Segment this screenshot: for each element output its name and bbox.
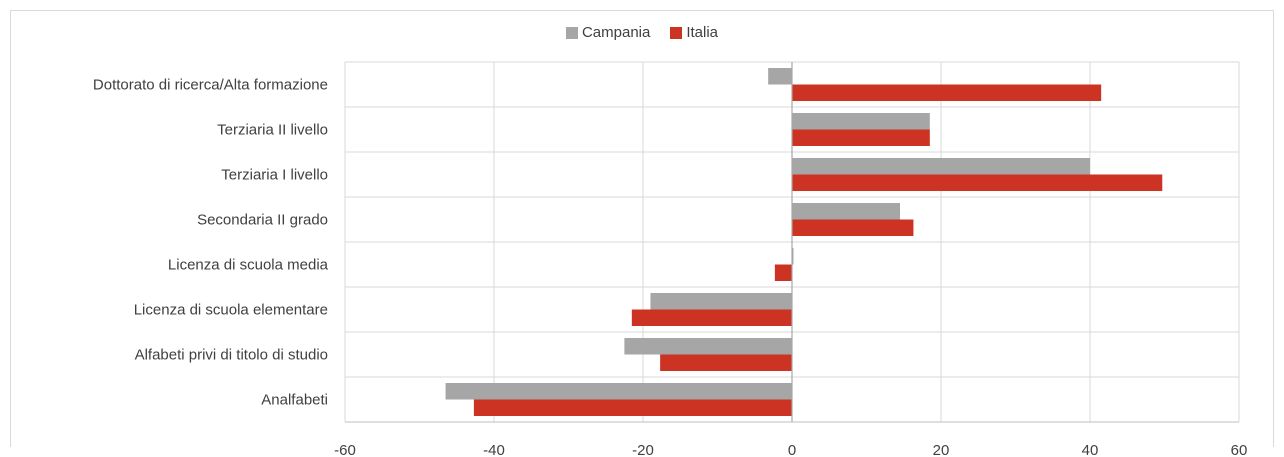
x-tick-label: 0: [788, 442, 796, 457]
bar-italia: [792, 129, 930, 146]
chart-legend: Campania Italia: [0, 24, 1284, 41]
bar-campania: [768, 68, 792, 85]
x-tick-label: 20: [933, 442, 950, 457]
legend-label-campania: Campania: [581, 24, 651, 41]
x-tick-label: -40: [483, 442, 505, 457]
bar-italia: [792, 84, 1102, 101]
chart-frame: [10, 10, 1274, 447]
category-label: Alfabeti privi di titolo di studio: [135, 347, 328, 364]
bar-italia: [774, 264, 792, 281]
legend-item-campania: Campania: [565, 24, 651, 41]
category-label: Analfabeti: [261, 392, 328, 409]
category-label: Secondaria II grado: [197, 212, 328, 229]
bar-italia: [660, 354, 792, 371]
legend-swatch-italia: [670, 26, 683, 39]
category-label: Terziaria II livello: [217, 122, 328, 139]
legend-item-italia: Italia: [670, 24, 718, 41]
x-tick-label: 60: [1231, 442, 1248, 457]
bar-italia: [473, 399, 792, 416]
category-label: Licenza di scuola media: [168, 257, 329, 274]
category-label: Licenza di scuola elementare: [134, 302, 328, 319]
bar-campania: [445, 383, 792, 400]
bar-campania: [792, 248, 794, 265]
bar-campania: [650, 293, 792, 310]
bar-italia: [631, 309, 792, 326]
category-label: Terziaria I livello: [221, 167, 328, 184]
x-tick-label: 40: [1082, 442, 1099, 457]
x-tick-label: -20: [632, 442, 654, 457]
x-tick-label: -60: [334, 442, 356, 457]
bar-italia: [792, 174, 1163, 191]
legend-label-italia: Italia: [686, 24, 719, 41]
bar-campania: [624, 338, 792, 355]
bar-campania: [792, 158, 1090, 175]
bar-campania: [792, 113, 930, 130]
bar-campania: [792, 203, 901, 220]
bar-italia: [792, 219, 914, 236]
legend-swatch-campania: [565, 26, 578, 39]
category-label: Dottorato di ricerca/Alta formazione: [93, 77, 328, 94]
